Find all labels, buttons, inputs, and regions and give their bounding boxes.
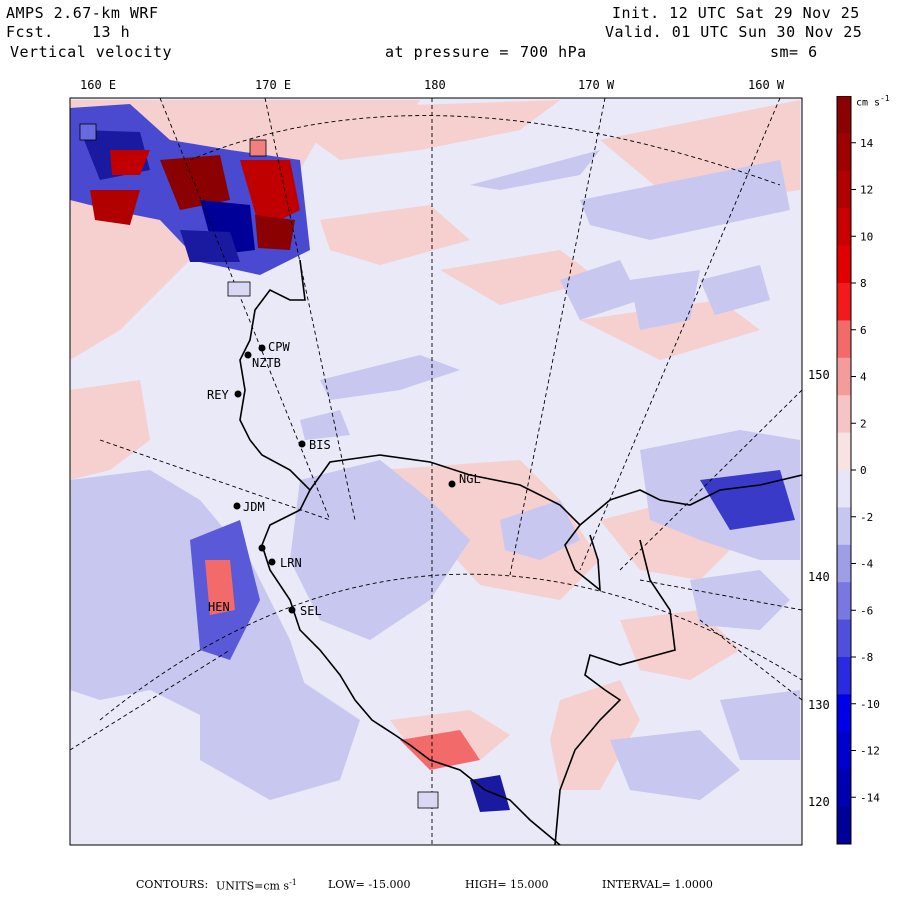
colorbar-swatch <box>837 582 851 621</box>
colorbar-swatch <box>837 395 851 434</box>
footer-high: HIGH= 15.000 <box>465 878 549 891</box>
model-title: AMPS 2.67-km WRF <box>6 4 159 22</box>
graticule <box>70 98 802 845</box>
colorbar-tick-label: 4 <box>860 371 867 384</box>
colorbar-swatch <box>837 96 851 134</box>
colorbar-swatch <box>837 357 851 396</box>
forecast-label: Fcst. <box>6 23 54 41</box>
colorbar-tick-label: -2 <box>860 511 873 524</box>
colorbar-tick-label: 14 <box>860 137 874 150</box>
valid-time: Valid. 01 UTC Sun 30 Nov 25 <box>605 23 863 41</box>
footer-units: UNITS=cm s-1 <box>216 878 297 893</box>
colorbar-swatch <box>837 694 851 733</box>
station-rey: REY <box>207 388 229 402</box>
colorbar-swatch <box>837 507 851 546</box>
colorbar-tick-label: -14 <box>860 791 880 804</box>
colorbar-swatch <box>837 208 851 247</box>
colorbar-tick-label: 6 <box>860 324 867 337</box>
colorbar-tick-label: -4 <box>860 558 874 571</box>
colorbar-swatch <box>837 245 851 284</box>
footer-low: LOW= -15.000 <box>328 878 411 891</box>
variable-name: Vertical velocity <box>10 43 173 61</box>
station-markers <box>233 344 456 614</box>
map-frame <box>69 97 803 846</box>
colorbar-tick-label: -10 <box>860 698 880 711</box>
lon-label-160e: 160 E <box>80 78 117 92</box>
colorbar-swatch <box>837 283 851 321</box>
lon-label-180: 180 <box>424 78 446 92</box>
footer-units-text: UNITS=cm s <box>216 879 290 893</box>
colorbar-swatch <box>837 544 851 583</box>
colorbar-swatch <box>837 470 851 508</box>
colorbar-swatch <box>837 806 851 845</box>
colorbar: 14 12 10 8 6 4 2 0 -2 -4 -6 -8 -10 -12 -14 <box>836 96 880 845</box>
colorbar-tick-label: 8 <box>860 277 867 290</box>
station-nztb: NZTB <box>252 356 281 370</box>
colorbar-swatch <box>837 769 851 808</box>
lon-label-160w: 160 W <box>748 78 785 92</box>
colorbar-swatch <box>837 320 851 359</box>
colorbar-tick-label: 10 <box>860 230 873 243</box>
colorbar-swatch <box>837 432 851 471</box>
init-time: Init. 12 UTC Sat 29 Nov 25 <box>612 4 860 22</box>
colorbar-swatch <box>837 170 851 209</box>
lon-label-170w: 170 W <box>578 78 615 92</box>
pressure-value: 700 hPa <box>520 43 587 61</box>
colorbar-units-exp: -1 <box>880 94 890 103</box>
colorbar-tick-label: 12 <box>860 184 873 197</box>
lon-label-170e: 170 E <box>255 78 292 92</box>
colorbar-swatch <box>837 657 851 695</box>
colorbar-tick-label: -8 <box>860 651 873 664</box>
smoothing: sm= 6 <box>770 43 818 61</box>
station-lrn: LRN <box>280 556 302 570</box>
station-sel: SEL <box>300 604 322 618</box>
colorbar-tick-label: -12 <box>860 745 880 758</box>
negative-velocity-areas <box>70 150 800 800</box>
station-jdm: JDM <box>243 500 265 514</box>
colorbar-units-text: cm s <box>856 97 881 109</box>
footer-units-exp: -1 <box>289 878 297 887</box>
station-hen: HEN <box>208 600 230 614</box>
pressure-label: at pressure = <box>385 43 509 61</box>
station-cpw: CPW <box>268 340 290 354</box>
colorbar-tick-label: -6 <box>860 604 873 617</box>
colorbar-tick-label: 2 <box>860 417 867 430</box>
colorbar-swatch <box>837 619 851 658</box>
colorbar-swatch <box>837 133 851 172</box>
colorbar-swatch <box>837 731 851 770</box>
forecast-value: 13 h <box>92 23 131 41</box>
station-bis: BIS <box>309 438 331 452</box>
footer-interval: INTERVAL= 1.0000 <box>602 878 713 891</box>
grounding-line <box>554 524 676 845</box>
footer-contours: CONTOURS: <box>136 878 209 891</box>
intense-cores <box>70 104 795 812</box>
station-ngl: NGL <box>459 472 481 486</box>
colorbar-units: cm s-1 <box>856 94 890 108</box>
colorbar-tick-label: 0 <box>860 464 867 477</box>
